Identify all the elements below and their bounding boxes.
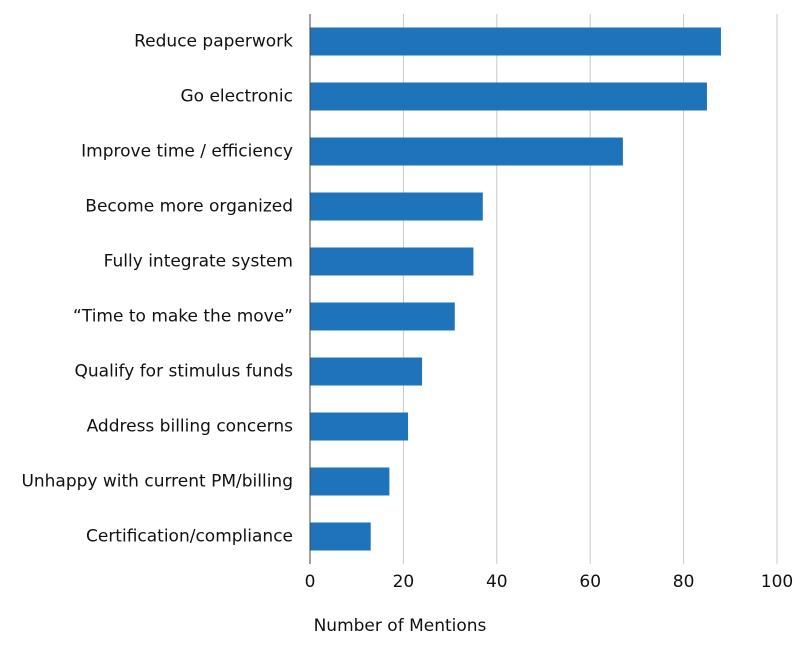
y-tick-label: Unhappy with current PM/billing (21, 472, 293, 492)
y-tick-label: Go electronic (181, 87, 294, 107)
x-tick-label: 60 (579, 572, 601, 592)
y-tick-label: Qualify for stimulus funds (75, 362, 294, 382)
bar (310, 357, 423, 386)
x-tick-label: 100 (761, 572, 793, 592)
bar (310, 412, 409, 441)
x-tick-label: 80 (673, 572, 695, 592)
y-tick-label: Certification/compliance (86, 527, 293, 547)
y-tick-label: “Time to make the move” (73, 307, 293, 327)
x-tick-label: 0 (305, 572, 316, 592)
bar (310, 27, 721, 56)
x-tick-label: 20 (393, 572, 415, 592)
x-tick-label: 40 (486, 572, 508, 592)
bar (310, 192, 483, 221)
y-tick-label: Improve time / efficiency (81, 142, 293, 162)
y-tick-label: Become more organized (85, 197, 293, 217)
y-tick-label: Fully integrate system (104, 252, 293, 272)
bar (310, 522, 371, 551)
bar (310, 82, 707, 111)
bar (310, 302, 455, 331)
x-axis-title: Number of Mentions (314, 616, 487, 636)
y-tick-label: Address billing concerns (87, 417, 294, 437)
bar (310, 467, 390, 496)
bar (310, 247, 474, 276)
bar (310, 137, 623, 166)
y-tick-label: Reduce paperwork (134, 32, 293, 52)
